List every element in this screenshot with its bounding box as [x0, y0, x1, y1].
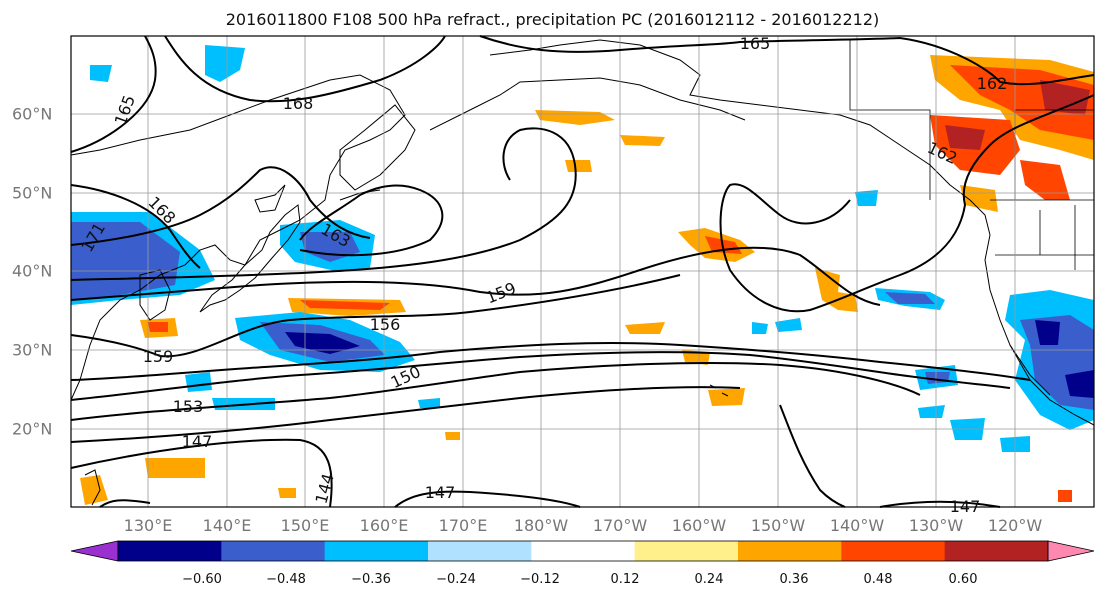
precip-fields: [71, 45, 1094, 505]
lon-label: 180°W: [513, 516, 569, 535]
colorbar-tick-label: 0.12: [610, 572, 640, 587]
colorbar-swatch: [221, 541, 326, 561]
colorbar-swatch: [531, 541, 636, 561]
colorbar-tick-label: 0.24: [694, 572, 724, 587]
lon-label: 130°E: [123, 516, 173, 535]
lon-label: 160°W: [671, 516, 727, 535]
colorbar-tick-label: −0.60: [182, 572, 222, 587]
lat-label: 40°N: [12, 261, 53, 281]
colorbar-extend-low: [70, 540, 119, 562]
lon-label: 130°W: [908, 516, 964, 535]
lon-label: 140°E: [202, 516, 252, 535]
colorbar-tick-label: 0.60: [948, 572, 978, 587]
lon-label: 150°E: [280, 516, 330, 535]
lat-label: 20°N: [12, 419, 53, 439]
colorbar-extend-high: [1047, 540, 1095, 562]
lon-label: 150°W: [750, 516, 806, 535]
contour-label: 147: [425, 483, 456, 502]
graticule: [71, 36, 1094, 507]
colorbar-swatch: [118, 541, 222, 561]
colorbar-tick-label: −0.24: [436, 572, 476, 587]
colorbar: [70, 540, 1095, 562]
colorbar-swatch: [841, 541, 946, 561]
contour-label: 168: [283, 94, 314, 113]
contour-label: 165: [740, 34, 771, 53]
lon-label: 160°E: [359, 516, 409, 535]
map-plot-area: [71, 36, 1094, 507]
contour-label: 159: [143, 347, 174, 366]
refractivity-contours: [70, 35, 1095, 508]
lat-label: 50°N: [12, 183, 53, 203]
contour-label: 153: [173, 397, 204, 416]
lon-label: 120°W: [987, 516, 1043, 535]
colorbar-tick-label: −0.36: [351, 572, 391, 587]
coastlines: [70, 39, 1095, 506]
lon-label: 170°W: [592, 516, 648, 535]
colorbar-swatch: [944, 541, 1049, 561]
chart-title: 2016011800 F108 500 hPa refract., precip…: [225, 10, 880, 29]
colorbar-tick-label: −0.12: [520, 572, 560, 587]
colorbar-swatch: [634, 541, 739, 561]
colorbar-tick-label: −0.48: [266, 572, 306, 587]
colorbar-swatch: [738, 541, 842, 561]
lat-label: 60°N: [12, 104, 53, 124]
colorbar-tick-label: 0.36: [779, 572, 809, 587]
lon-label: 140°W: [829, 516, 885, 535]
colorbar-tick-label: 0.48: [863, 572, 893, 587]
lon-label: 170°E: [438, 516, 488, 535]
colorbar-swatch: [428, 541, 532, 561]
map-border: [70, 35, 1095, 508]
colorbar-swatch: [324, 541, 429, 561]
colorbar-outline: [117, 540, 1049, 562]
contour-label: 156: [370, 315, 401, 334]
contour-label: 162: [977, 74, 1008, 93]
contour-label: 147: [182, 432, 213, 451]
lat-label: 30°N: [12, 340, 53, 360]
